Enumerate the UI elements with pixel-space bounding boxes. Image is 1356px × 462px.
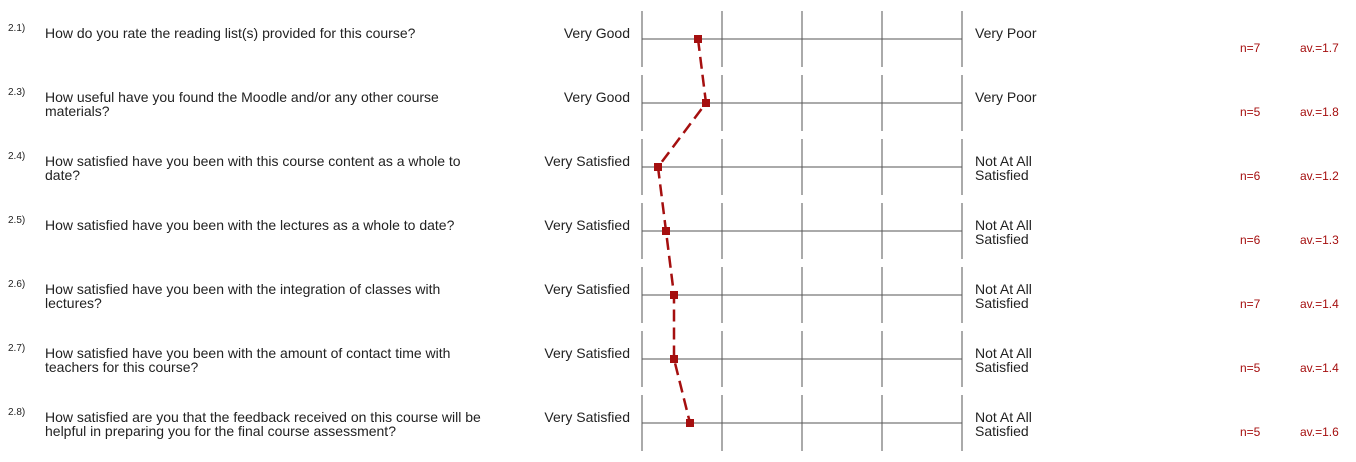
left-anchor: Very Satisfied xyxy=(544,217,630,233)
right-anchor: Very Poor xyxy=(975,25,1037,41)
item-number: 2.6) xyxy=(8,279,26,290)
average-label: av.=1.2 xyxy=(1300,169,1339,183)
item-number: 2.8) xyxy=(8,407,26,418)
question: How satisfied are you that the feedback … xyxy=(45,409,481,439)
marker xyxy=(654,163,662,171)
n-label: n=6 xyxy=(1240,169,1261,183)
question: How satisfied have you been with the int… xyxy=(45,281,441,311)
average-label: av.=1.4 xyxy=(1300,297,1339,311)
average-label: av.=1.4 xyxy=(1300,361,1339,375)
marker xyxy=(662,227,670,235)
right-anchor: Not At All Satisfied xyxy=(975,345,1032,375)
question: How satisfied have you been with the lec… xyxy=(45,217,455,233)
n-label: n=7 xyxy=(1240,297,1261,311)
average-label: av.=1.6 xyxy=(1300,425,1339,439)
question: How satisfied have you been with this co… xyxy=(45,153,461,183)
n-label: n=5 xyxy=(1240,361,1261,375)
marker xyxy=(670,355,678,363)
marker xyxy=(686,419,694,427)
item-number: 2.5) xyxy=(8,215,26,226)
right-anchor: Very Poor xyxy=(975,89,1037,105)
item-number: 2.1) xyxy=(8,23,26,34)
question: How useful have you found the Moodle and… xyxy=(45,89,439,119)
n-label: n=7 xyxy=(1240,41,1261,55)
left-anchor: Very Satisfied xyxy=(544,409,630,425)
item-number: 2.4) xyxy=(8,151,26,162)
marker xyxy=(694,35,702,43)
left-anchor: Very Satisfied xyxy=(544,345,630,361)
item-number: 2.3) xyxy=(8,87,26,98)
right-anchor: Not At All Satisfied xyxy=(975,153,1032,183)
average-label: av.=1.3 xyxy=(1300,233,1339,247)
left-anchor: Very Satisfied xyxy=(544,281,630,297)
question: How satisfied have you been with the amo… xyxy=(45,345,451,375)
question: How do you rate the reading list(s) prov… xyxy=(45,25,416,41)
n-label: n=5 xyxy=(1240,425,1261,439)
item-number: 2.7) xyxy=(8,343,26,354)
n-label: n=5 xyxy=(1240,105,1261,119)
marker xyxy=(670,291,678,299)
average-label: av.=1.8 xyxy=(1300,105,1339,119)
n-label: n=6 xyxy=(1240,233,1261,247)
right-anchor: Not At All Satisfied xyxy=(975,281,1032,311)
left-anchor: Very Satisfied xyxy=(544,153,630,169)
average-label: av.=1.7 xyxy=(1300,41,1339,55)
left-anchor: Very Good xyxy=(563,25,630,41)
left-anchor: Very Good xyxy=(563,89,630,105)
right-anchor: Not At All Satisfied xyxy=(975,409,1032,439)
right-anchor: Not At All Satisfied xyxy=(975,217,1032,247)
marker xyxy=(702,99,710,107)
